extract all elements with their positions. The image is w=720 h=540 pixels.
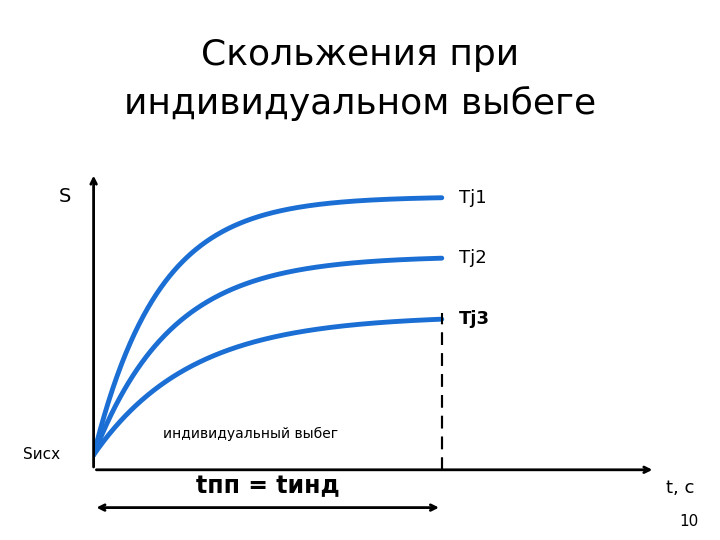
Text: Sисх: Sисх (23, 448, 60, 462)
Text: Tj2: Tj2 (459, 249, 487, 267)
Text: Tj3: Tj3 (459, 310, 490, 328)
Text: Скольжения при: Скольжения при (201, 38, 519, 72)
Text: tпп = tинд: tпп = tинд (196, 474, 340, 498)
Text: индивидуальный выбег: индивидуальный выбег (163, 427, 338, 441)
Text: S: S (59, 187, 71, 206)
Text: Tj1: Tj1 (459, 188, 486, 207)
Text: 10: 10 (679, 514, 698, 529)
Text: t, с: t, с (667, 478, 695, 497)
Text: индивидуальном выбеге: индивидуальном выбеге (124, 86, 596, 122)
